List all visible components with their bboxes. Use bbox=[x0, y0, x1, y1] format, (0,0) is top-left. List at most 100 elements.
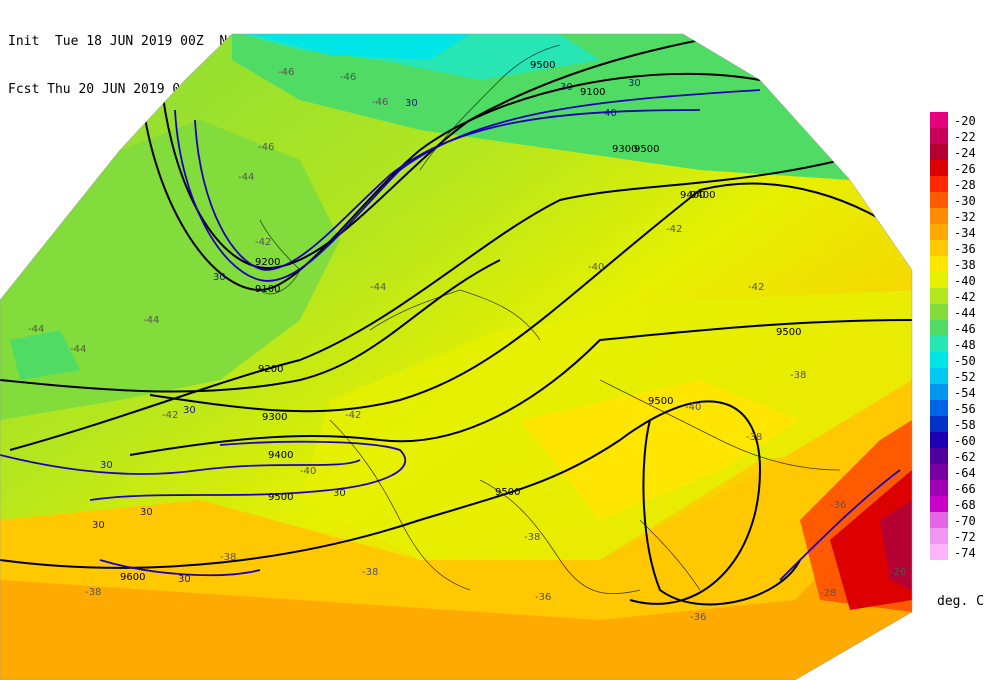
height-label: 9500 bbox=[776, 327, 801, 338]
temp-label: -44 bbox=[370, 282, 386, 293]
wind-label: 30 bbox=[333, 488, 346, 499]
map-domain-outline bbox=[0, 33, 913, 680]
wind-label: 40 bbox=[604, 108, 617, 119]
temp-label: -40 bbox=[300, 466, 316, 477]
colorbar-label: -24 bbox=[954, 146, 976, 160]
colorbar-level: -56 bbox=[930, 400, 1000, 416]
colorbar-swatch bbox=[930, 256, 948, 272]
temp-label: -38 bbox=[85, 587, 101, 598]
temp-label: -42 bbox=[162, 410, 178, 421]
temp-label: -42 bbox=[666, 224, 682, 235]
height-label: 9400 bbox=[690, 190, 715, 201]
colorbar-level: -26 bbox=[930, 160, 1000, 176]
height-label: 9200 bbox=[255, 257, 280, 268]
colorbar-swatch bbox=[930, 272, 948, 288]
colorbar-label: -38 bbox=[954, 258, 976, 272]
colorbar-label: -36 bbox=[954, 242, 976, 256]
colorbar-level: -36 bbox=[930, 240, 1000, 256]
coastlines bbox=[259, 44, 841, 595]
temp-label: -26 bbox=[890, 567, 906, 578]
colorbar-label: -62 bbox=[954, 450, 976, 464]
colorbar-level: -72 bbox=[930, 528, 1000, 544]
colorbar-level: -32 bbox=[930, 208, 1000, 224]
colorbar-label: -26 bbox=[954, 162, 976, 176]
colorbar-swatch bbox=[930, 352, 948, 368]
colorbar-swatch bbox=[930, 544, 948, 560]
colorbar-level: -20 bbox=[930, 112, 1000, 128]
colorbar-unit: deg. C bbox=[937, 594, 984, 609]
colorbar-label: -20 bbox=[954, 114, 976, 128]
temp-label: -28 bbox=[820, 588, 836, 599]
colorbar-label: -28 bbox=[954, 178, 976, 192]
height-label: 9600 bbox=[120, 572, 145, 583]
colorbar-swatch bbox=[930, 448, 948, 464]
wind-label: 30 bbox=[178, 574, 191, 585]
wind-label: 30 bbox=[628, 78, 641, 89]
height-labels: 9500 9400 9100 9300 9200 9100 9200 9300 … bbox=[120, 60, 801, 583]
colorbar-swatch bbox=[930, 240, 948, 256]
temp-label: -36 bbox=[830, 500, 846, 511]
height-label: 9500 bbox=[530, 60, 555, 71]
colorbar-level: -60 bbox=[930, 432, 1000, 448]
temp-label: -44 bbox=[143, 315, 159, 326]
colorbar-level: -66 bbox=[930, 480, 1000, 496]
temp-label: -46 bbox=[372, 97, 388, 108]
colorbar-label: -34 bbox=[954, 226, 976, 240]
height-label: 9400 bbox=[680, 190, 705, 201]
wind-label: 30 bbox=[560, 82, 573, 93]
temp-label: -46 bbox=[340, 72, 356, 83]
colorbar-level: -58 bbox=[930, 416, 1000, 432]
colorbar-level: -42 bbox=[930, 288, 1000, 304]
colorbar-label: -54 bbox=[954, 386, 976, 400]
temp-label: -42 bbox=[345, 410, 361, 421]
temp-label: -44 bbox=[238, 172, 254, 183]
colorbar-level: -24 bbox=[930, 144, 1000, 160]
temperature-field bbox=[0, 34, 912, 680]
wind-labels: 30 30 30 40 30 30 30 30 30 30 30 bbox=[92, 78, 641, 585]
colorbar-label: -42 bbox=[954, 290, 976, 304]
colorbar-label: -30 bbox=[954, 194, 976, 208]
height-label: 9200 bbox=[258, 364, 283, 375]
temp-label: -44 bbox=[70, 344, 86, 355]
height-contours bbox=[0, 39, 912, 606]
colorbar-label: -52 bbox=[954, 370, 976, 384]
wind-label: 30 bbox=[92, 520, 105, 531]
colorbar-swatch bbox=[930, 528, 948, 544]
colorbar-swatch bbox=[930, 496, 948, 512]
temperature-labels: -46 -46 -46 -44 -42 -46 -44 -44 -44 -42 … bbox=[28, 67, 906, 623]
temp-label: -42 bbox=[255, 237, 271, 248]
colorbar-level: -52 bbox=[930, 368, 1000, 384]
colorbar-swatch bbox=[930, 192, 948, 208]
colorbar-level: -50 bbox=[930, 352, 1000, 368]
colorbar-level: -70 bbox=[930, 512, 1000, 528]
colorbar-label: -66 bbox=[954, 482, 976, 496]
height-label: 9500 bbox=[648, 396, 673, 407]
height-label: 9100 bbox=[580, 87, 605, 98]
colorbar-label: -40 bbox=[954, 274, 976, 288]
colorbar-level: -22 bbox=[930, 128, 1000, 144]
wind-label: 30 bbox=[140, 507, 153, 518]
colorbar-label: -70 bbox=[954, 514, 976, 528]
colorbar-swatch bbox=[930, 208, 948, 224]
temp-label: -46 bbox=[258, 142, 274, 153]
colorbar-level: -48 bbox=[930, 336, 1000, 352]
height-label: 9300 bbox=[612, 144, 637, 155]
temp-label: -38 bbox=[362, 567, 378, 578]
colorbar-swatch bbox=[930, 288, 948, 304]
colorbar-swatch bbox=[930, 400, 948, 416]
colorbar-swatch bbox=[930, 112, 948, 128]
height-label: 9300 bbox=[262, 412, 287, 423]
colorbar-level: -46 bbox=[930, 320, 1000, 336]
temp-label: -38 bbox=[220, 552, 236, 563]
colorbar-swatch bbox=[930, 224, 948, 240]
colorbar-label: -56 bbox=[954, 402, 976, 416]
colorbar-swatch bbox=[930, 368, 948, 384]
colorbar-level: -64 bbox=[930, 464, 1000, 480]
colorbar-label: -46 bbox=[954, 322, 976, 336]
temp-label: -46 bbox=[278, 67, 294, 78]
colorbar-level: -62 bbox=[930, 448, 1000, 464]
temp-label: -42 bbox=[748, 282, 764, 293]
temp-label: -36 bbox=[690, 612, 706, 623]
colorbar-label: -22 bbox=[954, 130, 976, 144]
